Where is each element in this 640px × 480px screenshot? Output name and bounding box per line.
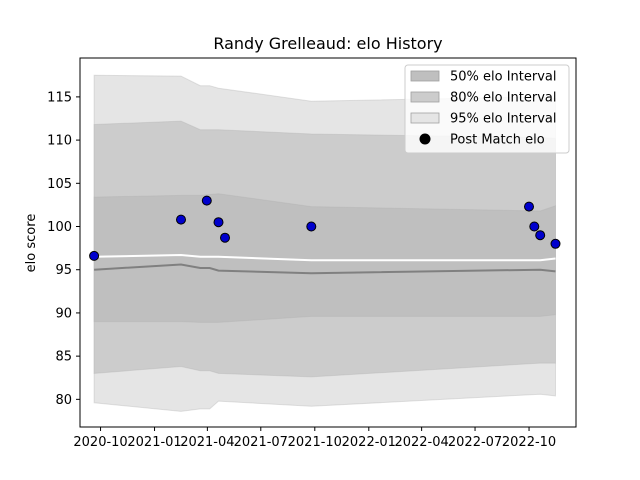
post-match-elo-point-0 bbox=[89, 250, 100, 261]
x-tick-label-4: 2021-10 bbox=[288, 435, 342, 450]
y-tick-label-2: 90 bbox=[55, 306, 72, 321]
x-tick-label-3: 2021-07 bbox=[234, 435, 288, 450]
post-match-elo-point-9 bbox=[550, 238, 561, 249]
post-match-elo-point-5 bbox=[306, 221, 317, 232]
y-axis-label: elo score bbox=[24, 214, 39, 273]
legend-label-1: 80% elo Interval bbox=[450, 91, 557, 106]
plot-frame bbox=[79, 57, 577, 428]
legend-marker-3 bbox=[419, 133, 431, 145]
post-match-elo-point-3 bbox=[213, 217, 224, 228]
legend-label-3: Post Match elo bbox=[450, 133, 545, 148]
post-match-elo-point-6 bbox=[524, 201, 534, 212]
y-axis: 80 85 90 95 100 105 110 115 bbox=[47, 90, 80, 408]
y-tick-label-6: 110 bbox=[47, 134, 72, 149]
x-tick-label-5: 2022-01 bbox=[342, 435, 396, 450]
legend-label-0: 50% elo Interval bbox=[450, 70, 557, 85]
chart-title: Randy Grelleaud: elo History bbox=[213, 34, 442, 53]
post-match-elo-point-1 bbox=[176, 214, 186, 225]
legend-swatch-0 bbox=[410, 70, 440, 82]
y-tick-label-3: 95 bbox=[55, 263, 72, 278]
line-mean bbox=[94, 253, 556, 262]
post-match-elo-point-8 bbox=[535, 230, 546, 241]
x-tick-label-0: 2020-10 bbox=[73, 435, 127, 450]
y-tick-label-4: 100 bbox=[47, 220, 72, 235]
plot-area bbox=[79, 57, 577, 428]
legend-swatch-1 bbox=[410, 91, 440, 103]
y-tick-label-0: 80 bbox=[55, 393, 72, 408]
y-tick-label-5: 105 bbox=[47, 177, 72, 192]
legend-box bbox=[404, 64, 570, 154]
x-tick-label-2: 2021-04 bbox=[180, 435, 234, 450]
post-match-elo-point-4 bbox=[220, 232, 230, 243]
y-tick-label-1: 85 bbox=[55, 350, 72, 365]
legend: 50% elo Interval 80% elo Interval 95% elo … bbox=[404, 64, 570, 154]
band-2 bbox=[93, 193, 556, 323]
y-tick-label-7: 115 bbox=[47, 90, 72, 105]
post-match-elo-point-7 bbox=[529, 221, 540, 232]
legend-label-2: 95% elo Interval bbox=[450, 112, 557, 127]
x-tick-label-7: 2022-07 bbox=[448, 435, 502, 450]
post-match-elo-point-2 bbox=[201, 195, 212, 206]
x-tick-label-1: 2021-01 bbox=[127, 435, 181, 450]
line-median bbox=[94, 263, 556, 275]
x-tick-label-8: 2022-10 bbox=[502, 435, 556, 450]
x-tick-label-6: 2022-04 bbox=[394, 435, 448, 450]
legend-swatch-2 bbox=[410, 112, 440, 124]
